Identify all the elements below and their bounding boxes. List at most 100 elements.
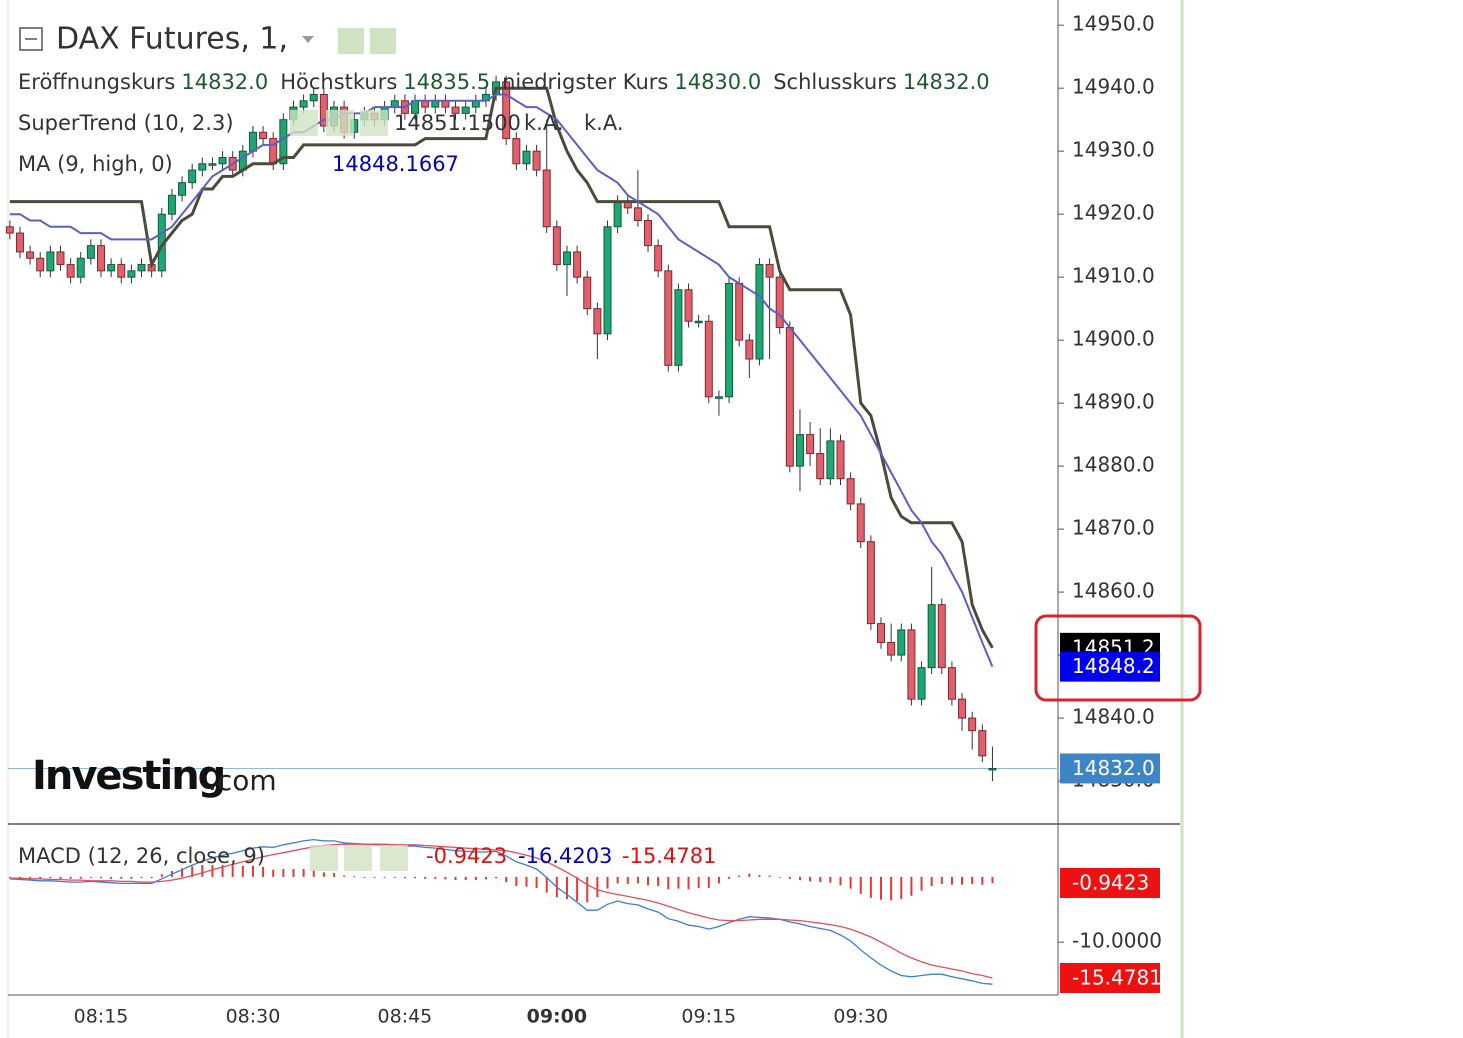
candle-body	[97, 245, 105, 272]
histogram-bar	[444, 876, 447, 880]
histogram-bar	[292, 869, 295, 877]
histogram-bar	[464, 876, 467, 881]
candle-body	[846, 478, 855, 505]
price-tag	[1060, 868, 1160, 899]
histogram-bar	[717, 876, 720, 884]
y-tick-label: 14840.0	[1072, 705, 1155, 729]
price-axis: 14830.014840.014850.014860.014870.014880…	[74, 12, 1162, 1028]
settings-icon[interactable]	[370, 28, 396, 54]
supertrend-value: 14851.1500	[394, 111, 521, 135]
candle-body	[36, 257, 45, 272]
candle-body	[208, 163, 217, 166]
histogram-bar	[829, 876, 832, 883]
candle-body	[127, 270, 136, 278]
candle-body	[167, 194, 176, 215]
highlight-annotation	[1034, 614, 1202, 702]
candle-body	[178, 182, 187, 196]
histogram-bar	[596, 876, 599, 898]
candle-body	[583, 276, 592, 310]
ma-value: 14848.1667	[332, 152, 459, 176]
histogram-bar	[221, 865, 224, 877]
candle-body	[259, 131, 268, 140]
y-tick-label: -10.0000	[1072, 929, 1162, 953]
candle-body	[5, 226, 14, 234]
histogram-bar	[900, 876, 903, 900]
ma-name: MA (9, high, 0)	[18, 152, 173, 176]
histogram-bar	[535, 876, 538, 888]
ohlc-value: 14830.0	[674, 70, 761, 94]
histogram-bar	[343, 875, 346, 877]
price-tag	[1060, 962, 1160, 993]
candle-body	[816, 453, 825, 480]
histogram-bar	[383, 876, 386, 878]
candle-body	[785, 327, 794, 467]
legend-icon[interactable]	[310, 845, 338, 871]
y-tick-label: 14920.0	[1072, 201, 1155, 225]
histogram-bar	[880, 876, 883, 900]
candle-body	[299, 100, 308, 108]
candle-body	[714, 396, 723, 399]
histogram-bar	[788, 876, 791, 879]
candle-body	[633, 207, 642, 221]
candle-body	[15, 232, 24, 253]
histogram-bar	[576, 876, 579, 902]
candle-body	[46, 251, 55, 272]
candle-body	[26, 251, 35, 259]
histogram-bar	[545, 876, 548, 893]
price-tag-label: -15.4781	[1072, 965, 1162, 989]
histogram-bar	[738, 875, 741, 877]
x-tick-label: 08:15	[74, 1006, 129, 1028]
candle-body	[917, 667, 926, 700]
ohlc-label: Höchstkurs	[280, 70, 397, 94]
candle-body	[248, 131, 257, 152]
histogram-bar	[626, 876, 629, 885]
indicator-line	[9, 86, 994, 649]
supertrend-value: k.A.	[584, 111, 624, 135]
histogram-bar	[920, 876, 923, 891]
x-tick-label: 09:15	[681, 1006, 736, 1028]
candle-body	[775, 276, 784, 329]
legend-icon[interactable]	[326, 110, 354, 136]
histogram-bar	[606, 876, 609, 889]
legend-icon[interactable]	[360, 110, 388, 136]
histogram-bar	[8, 876, 11, 878]
eye-icon[interactable]	[338, 28, 364, 54]
plot	[5, 75, 1058, 985]
watermark: .com	[208, 764, 277, 797]
legend-icon[interactable]	[380, 845, 408, 871]
histogram-bar	[201, 865, 204, 877]
macd-name: MACD (12, 26, close, 9)	[18, 844, 265, 868]
legend-icon[interactable]	[344, 845, 372, 871]
histogram-bar	[231, 865, 234, 877]
legend-icon[interactable]	[290, 110, 318, 136]
histogram-bar	[809, 876, 812, 882]
histogram-bar	[971, 876, 974, 885]
y-tick-label: 14910.0	[1072, 264, 1155, 288]
dropdown-arrow[interactable]	[302, 36, 314, 43]
histogram-bar	[961, 876, 964, 885]
candle-body	[765, 264, 774, 278]
histogram-bar	[424, 876, 427, 879]
histogram-bar	[414, 876, 417, 879]
candle-body	[218, 156, 227, 165]
candle-body	[684, 289, 693, 322]
ohlc-label: Schlusskurs	[773, 70, 897, 94]
histogram-bar	[241, 865, 244, 877]
collapse-button[interactable]	[19, 27, 43, 51]
candle-body	[613, 201, 622, 228]
y-tick-label: 14860.0	[1072, 579, 1155, 603]
histogram-bar	[636, 876, 639, 884]
x-tick-label: 09:00	[527, 1006, 587, 1028]
candle-body	[968, 717, 977, 732]
histogram-bar	[69, 876, 72, 879]
x-tick-label: 08:45	[378, 1006, 433, 1028]
candle-body	[502, 81, 511, 140]
histogram-bar	[272, 869, 275, 877]
ohlc-label: Eröffnungskurs	[18, 70, 175, 94]
histogram-bar	[373, 876, 376, 878]
histogram-bar	[150, 876, 153, 879]
histogram-bar	[728, 876, 731, 879]
ohlc-value: 14832.0	[181, 70, 268, 94]
histogram-bar	[262, 867, 265, 877]
candle-body	[664, 270, 673, 366]
